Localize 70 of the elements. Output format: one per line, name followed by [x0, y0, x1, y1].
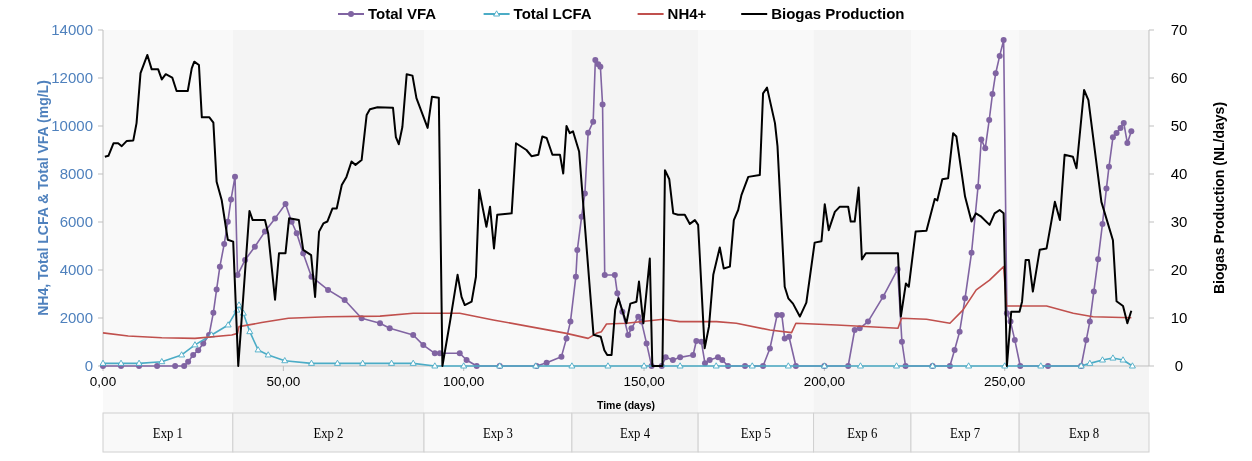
y-axis-title: NH4, Total LCFA & Total VFA (mg/L) — [35, 80, 51, 316]
point — [712, 362, 720, 369]
line-series — [102, 265, 1133, 340]
legend-label: Biogas Production — [771, 5, 905, 23]
point — [1109, 354, 1117, 361]
y2-tick-label: 0 — [1174, 357, 1184, 375]
legend-label: Total VFA — [368, 5, 437, 23]
point — [281, 357, 289, 364]
point — [1119, 356, 1127, 363]
x-tick-label: 150,00 — [623, 374, 665, 389]
point — [1128, 362, 1136, 369]
point — [334, 359, 341, 366]
y-tick-label: 8000 — [59, 165, 93, 183]
x-axis-title: Time (days) — [596, 399, 656, 411]
point — [235, 301, 243, 308]
point — [965, 362, 973, 369]
point — [1086, 359, 1094, 366]
point — [784, 362, 792, 369]
y2-tick-label: 70 — [1170, 21, 1188, 39]
y2-axis-title: Biogas Production (NL/days) — [1211, 101, 1227, 295]
x-tick-label: 100,00 — [443, 374, 485, 389]
point — [264, 351, 272, 358]
y-tick-label: 6000 — [59, 213, 93, 231]
point — [604, 362, 612, 369]
point — [359, 359, 367, 366]
band-label: Exp 5 — [740, 424, 771, 441]
band-label: Exp 2 — [313, 424, 344, 441]
point — [568, 362, 576, 369]
point — [409, 359, 417, 366]
x-tick-label: 50,00 — [266, 374, 301, 389]
y2-tick-label: 30 — [1170, 213, 1188, 231]
point — [1099, 356, 1106, 363]
band-label: Exp 1 — [152, 424, 183, 441]
legend-label: Total LCFA — [513, 5, 592, 23]
point — [857, 362, 864, 369]
point — [246, 328, 254, 335]
point — [308, 359, 315, 366]
band-label: Exp 7 — [950, 424, 981, 441]
band-label: Exp 4 — [619, 424, 651, 441]
point — [1037, 362, 1045, 369]
y-tick-label: 12000 — [51, 69, 93, 87]
point — [431, 362, 439, 369]
x-tick-label: 250,00 — [984, 374, 1026, 389]
legend-label: NH4+ — [667, 5, 707, 23]
point — [224, 321, 232, 328]
point — [893, 362, 900, 369]
band-label: Exp 6 — [847, 424, 878, 441]
point — [254, 346, 262, 353]
band-label: Exp 3 — [482, 424, 514, 441]
y2-tick-label: 20 — [1170, 261, 1188, 279]
y-tick-label: 2000 — [59, 309, 93, 327]
band-label: Exp 8 — [1069, 424, 1100, 441]
point — [191, 341, 199, 348]
x-tick-label: 0,00 — [89, 374, 117, 389]
point — [117, 359, 125, 366]
y-tick-label: 14000 — [51, 21, 93, 39]
y-tick-label: 4000 — [59, 261, 93, 279]
point — [676, 362, 684, 369]
x-tick-label: 200,00 — [803, 374, 846, 389]
y2-tick-label: 10 — [1170, 309, 1188, 327]
point — [748, 362, 756, 369]
point — [135, 359, 143, 366]
point — [388, 359, 395, 366]
y-tick-label: 0 — [84, 357, 93, 375]
y2-tick-label: 50 — [1170, 117, 1188, 135]
point — [178, 351, 186, 358]
y2-tick-label: 60 — [1170, 69, 1188, 87]
y-tick-label: 10000 — [51, 117, 93, 135]
y2-tick-label: 40 — [1170, 165, 1188, 183]
point — [158, 358, 166, 365]
